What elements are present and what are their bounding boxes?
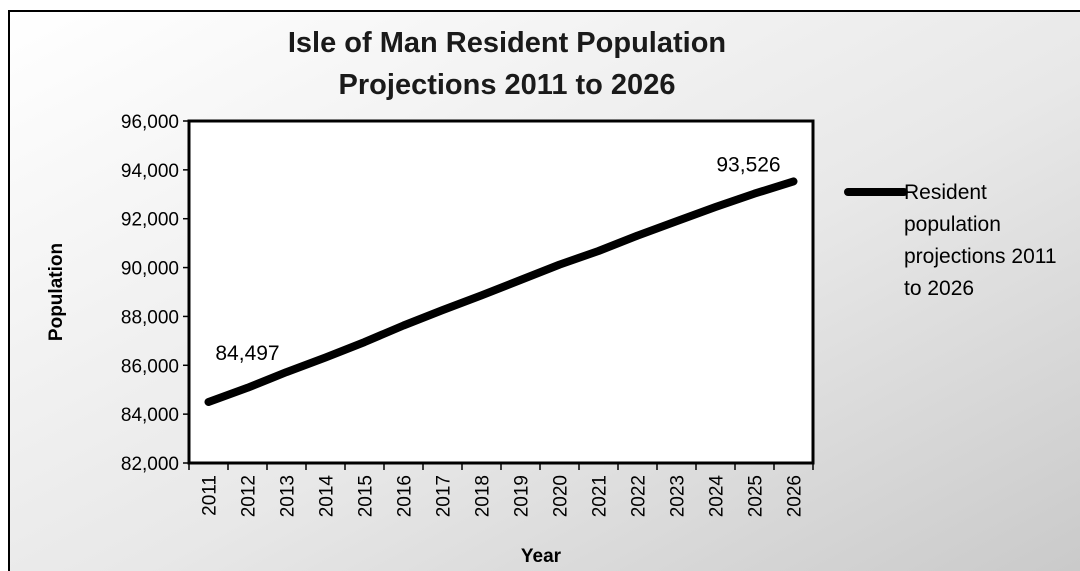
x-tick-label: 2022: [629, 475, 650, 517]
y-tick-label: 82,000: [121, 454, 179, 475]
x-tick-label: 2012: [239, 475, 260, 517]
x-tick-label: 2021: [590, 475, 611, 517]
chart-title-line: Projections 2011 to 2026: [339, 69, 676, 101]
y-tick-label: 90,000: [121, 259, 179, 280]
x-tick-label: 2013: [278, 475, 299, 517]
y-tick-label: 88,000: [121, 307, 179, 328]
y-tick-label: 96,000: [121, 112, 179, 133]
x-tick-label: 2017: [434, 475, 455, 517]
y-tick-label: 92,000: [121, 210, 179, 231]
y-tick-label: 94,000: [121, 161, 179, 182]
x-tick-label: 2016: [395, 475, 416, 517]
x-tick-label: 2025: [746, 475, 767, 517]
x-tick-label: 2014: [317, 475, 338, 518]
y-axis-title: Population: [46, 243, 67, 341]
x-tick-label: 2011: [200, 475, 221, 516]
x-tick-label: 2026: [785, 475, 806, 517]
legend-label-line: Resident: [904, 181, 987, 204]
x-tick-label: 2024: [707, 475, 728, 518]
x-tick-label: 2015: [356, 475, 377, 517]
x-axis-title: Year: [521, 546, 562, 567]
legend-label-line: projections 2011: [904, 245, 1057, 268]
legend-label-line: to 2026: [904, 277, 974, 300]
y-tick-label: 86,000: [121, 356, 179, 377]
data-label: 93,526: [716, 153, 780, 176]
x-tick-label: 2023: [668, 475, 689, 517]
y-tick-label: 84,000: [121, 405, 179, 426]
data-label: 84,497: [215, 342, 279, 365]
legend-label-line: population: [904, 213, 1001, 236]
chart-title-line: Isle of Man Resident Population: [288, 27, 726, 59]
x-tick-label: 2019: [512, 475, 533, 517]
x-tick-label: 2020: [551, 475, 572, 517]
x-tick-label: 2018: [473, 475, 494, 517]
